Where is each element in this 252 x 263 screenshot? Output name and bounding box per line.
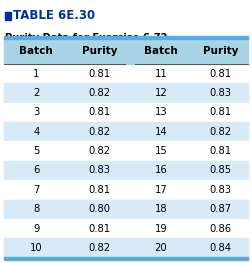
Bar bbox=[4, 141, 248, 161]
Text: 0.81: 0.81 bbox=[89, 185, 111, 195]
Text: 19: 19 bbox=[154, 224, 167, 234]
Text: 0.84: 0.84 bbox=[210, 243, 232, 253]
Bar bbox=[4, 36, 248, 39]
Text: 0.85: 0.85 bbox=[210, 165, 232, 175]
Text: TABLE 6E.30: TABLE 6E.30 bbox=[13, 9, 95, 22]
Text: 0.82: 0.82 bbox=[89, 127, 111, 137]
Text: 3: 3 bbox=[33, 107, 39, 117]
Text: 5: 5 bbox=[33, 146, 40, 156]
Text: 0.82: 0.82 bbox=[89, 243, 111, 253]
Text: 15: 15 bbox=[154, 146, 167, 156]
Text: 17: 17 bbox=[154, 185, 167, 195]
Bar bbox=[4, 219, 248, 238]
Text: 12: 12 bbox=[154, 88, 167, 98]
Text: 10: 10 bbox=[30, 243, 43, 253]
Text: 0.81: 0.81 bbox=[89, 69, 111, 79]
Text: 20: 20 bbox=[154, 243, 167, 253]
Text: 0.87: 0.87 bbox=[210, 204, 232, 214]
Text: 0.81: 0.81 bbox=[210, 146, 232, 156]
Text: 0.81: 0.81 bbox=[210, 69, 232, 79]
Bar bbox=[4, 180, 248, 200]
Text: 8: 8 bbox=[33, 204, 39, 214]
Bar bbox=[4, 257, 248, 260]
Text: 14: 14 bbox=[154, 127, 167, 137]
Text: 0.83: 0.83 bbox=[210, 88, 232, 98]
Text: Batch: Batch bbox=[144, 47, 178, 57]
Text: 0.82: 0.82 bbox=[89, 146, 111, 156]
Text: 0.81: 0.81 bbox=[210, 107, 232, 117]
Text: 0.80: 0.80 bbox=[89, 204, 111, 214]
Text: 6: 6 bbox=[33, 165, 40, 175]
Bar bbox=[4, 200, 248, 219]
Bar bbox=[4, 122, 248, 141]
Text: 1: 1 bbox=[33, 69, 40, 79]
Text: 18: 18 bbox=[154, 204, 167, 214]
Bar bbox=[4, 238, 248, 258]
Text: 11: 11 bbox=[154, 69, 167, 79]
Text: 2: 2 bbox=[33, 88, 40, 98]
Text: 13: 13 bbox=[154, 107, 167, 117]
Text: Purity: Purity bbox=[203, 47, 238, 57]
Text: 0.81: 0.81 bbox=[89, 107, 111, 117]
Text: 0.81: 0.81 bbox=[89, 224, 111, 234]
Bar bbox=[5, 12, 11, 20]
Text: 7: 7 bbox=[33, 185, 40, 195]
Text: 0.83: 0.83 bbox=[89, 165, 111, 175]
Bar bbox=[4, 39, 248, 64]
Text: Purity: Purity bbox=[82, 47, 118, 57]
Text: 0.83: 0.83 bbox=[210, 185, 232, 195]
Text: 0.86: 0.86 bbox=[210, 224, 232, 234]
Bar bbox=[4, 161, 248, 180]
Text: 0.82: 0.82 bbox=[210, 127, 232, 137]
Bar bbox=[4, 103, 248, 122]
Text: 0.82: 0.82 bbox=[89, 88, 111, 98]
Text: Purity Data for Exercise 6.72: Purity Data for Exercise 6.72 bbox=[5, 33, 168, 43]
Bar bbox=[4, 64, 248, 83]
Bar bbox=[4, 83, 248, 103]
Text: Batch: Batch bbox=[19, 47, 53, 57]
Text: 4: 4 bbox=[33, 127, 39, 137]
Text: 16: 16 bbox=[154, 165, 167, 175]
Text: 9: 9 bbox=[33, 224, 40, 234]
